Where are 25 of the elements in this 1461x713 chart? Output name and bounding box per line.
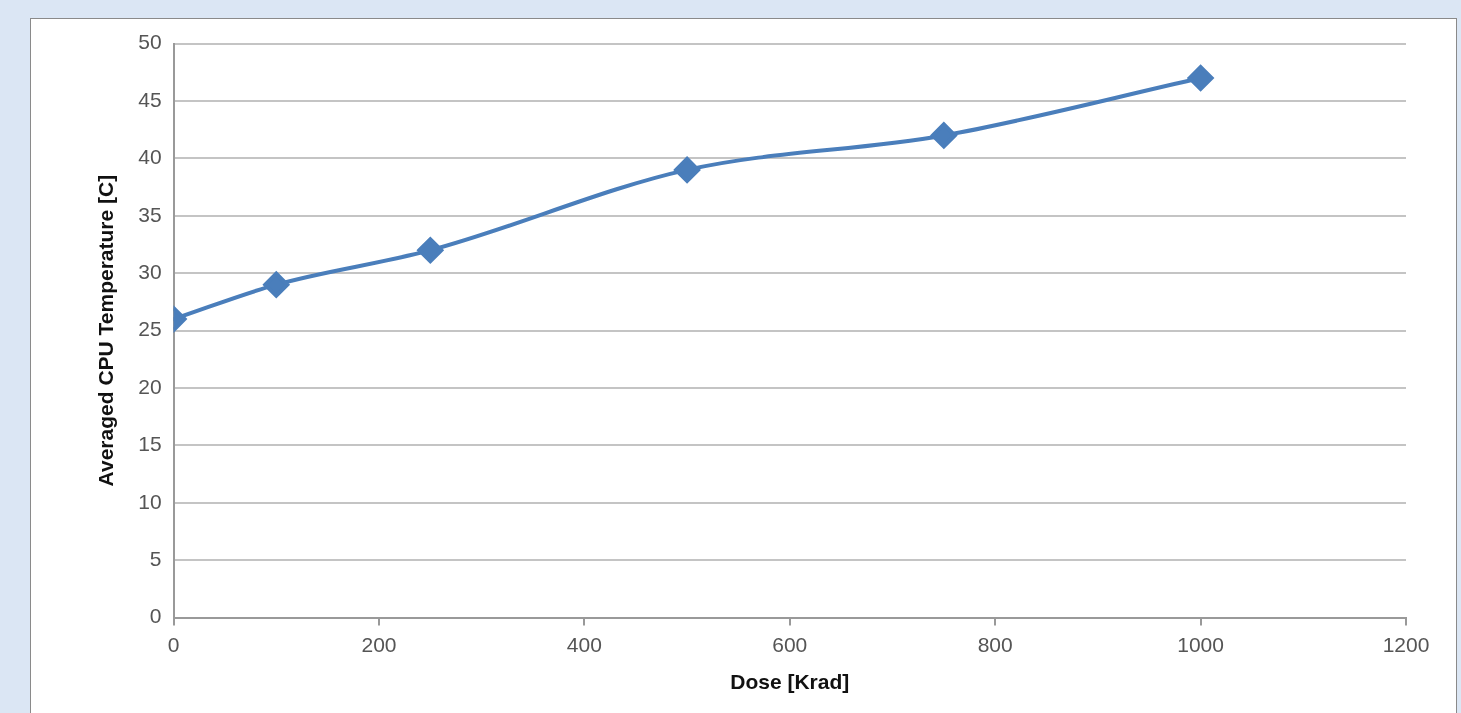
x-tick-label: 200 xyxy=(361,633,397,656)
y-tick-label: 5 xyxy=(149,547,162,570)
y-tick-label: 30 xyxy=(138,260,162,283)
y-tick-label: 45 xyxy=(138,87,162,111)
x-axis-title: Dose [Krad] xyxy=(730,670,850,694)
x-tick-label: 600 xyxy=(772,633,808,656)
x-tick-label: 1200 xyxy=(1382,633,1430,656)
y-tick-label: 0 xyxy=(149,604,162,628)
y-tick-label: 15 xyxy=(138,432,162,456)
y-tick-label: 25 xyxy=(138,317,162,341)
x-tick-label: 400 xyxy=(566,633,602,656)
y-tick-label: 50 xyxy=(138,30,162,54)
x-tick-label: 0 xyxy=(167,633,180,656)
y-axis-title: Averaged CPU Temperature [C] xyxy=(94,174,118,487)
y-tick-label: 20 xyxy=(138,374,162,398)
point xyxy=(674,156,701,183)
x-tick-label: 1000 xyxy=(1177,633,1224,656)
y-tick-label: 35 xyxy=(138,202,162,226)
point xyxy=(930,122,957,149)
y-tick-label: 10 xyxy=(138,489,162,513)
point xyxy=(1187,65,1214,92)
point xyxy=(263,271,290,298)
x-tick-label: 800 xyxy=(977,633,1013,656)
point xyxy=(417,237,444,264)
y-tick-label: 40 xyxy=(138,145,162,169)
